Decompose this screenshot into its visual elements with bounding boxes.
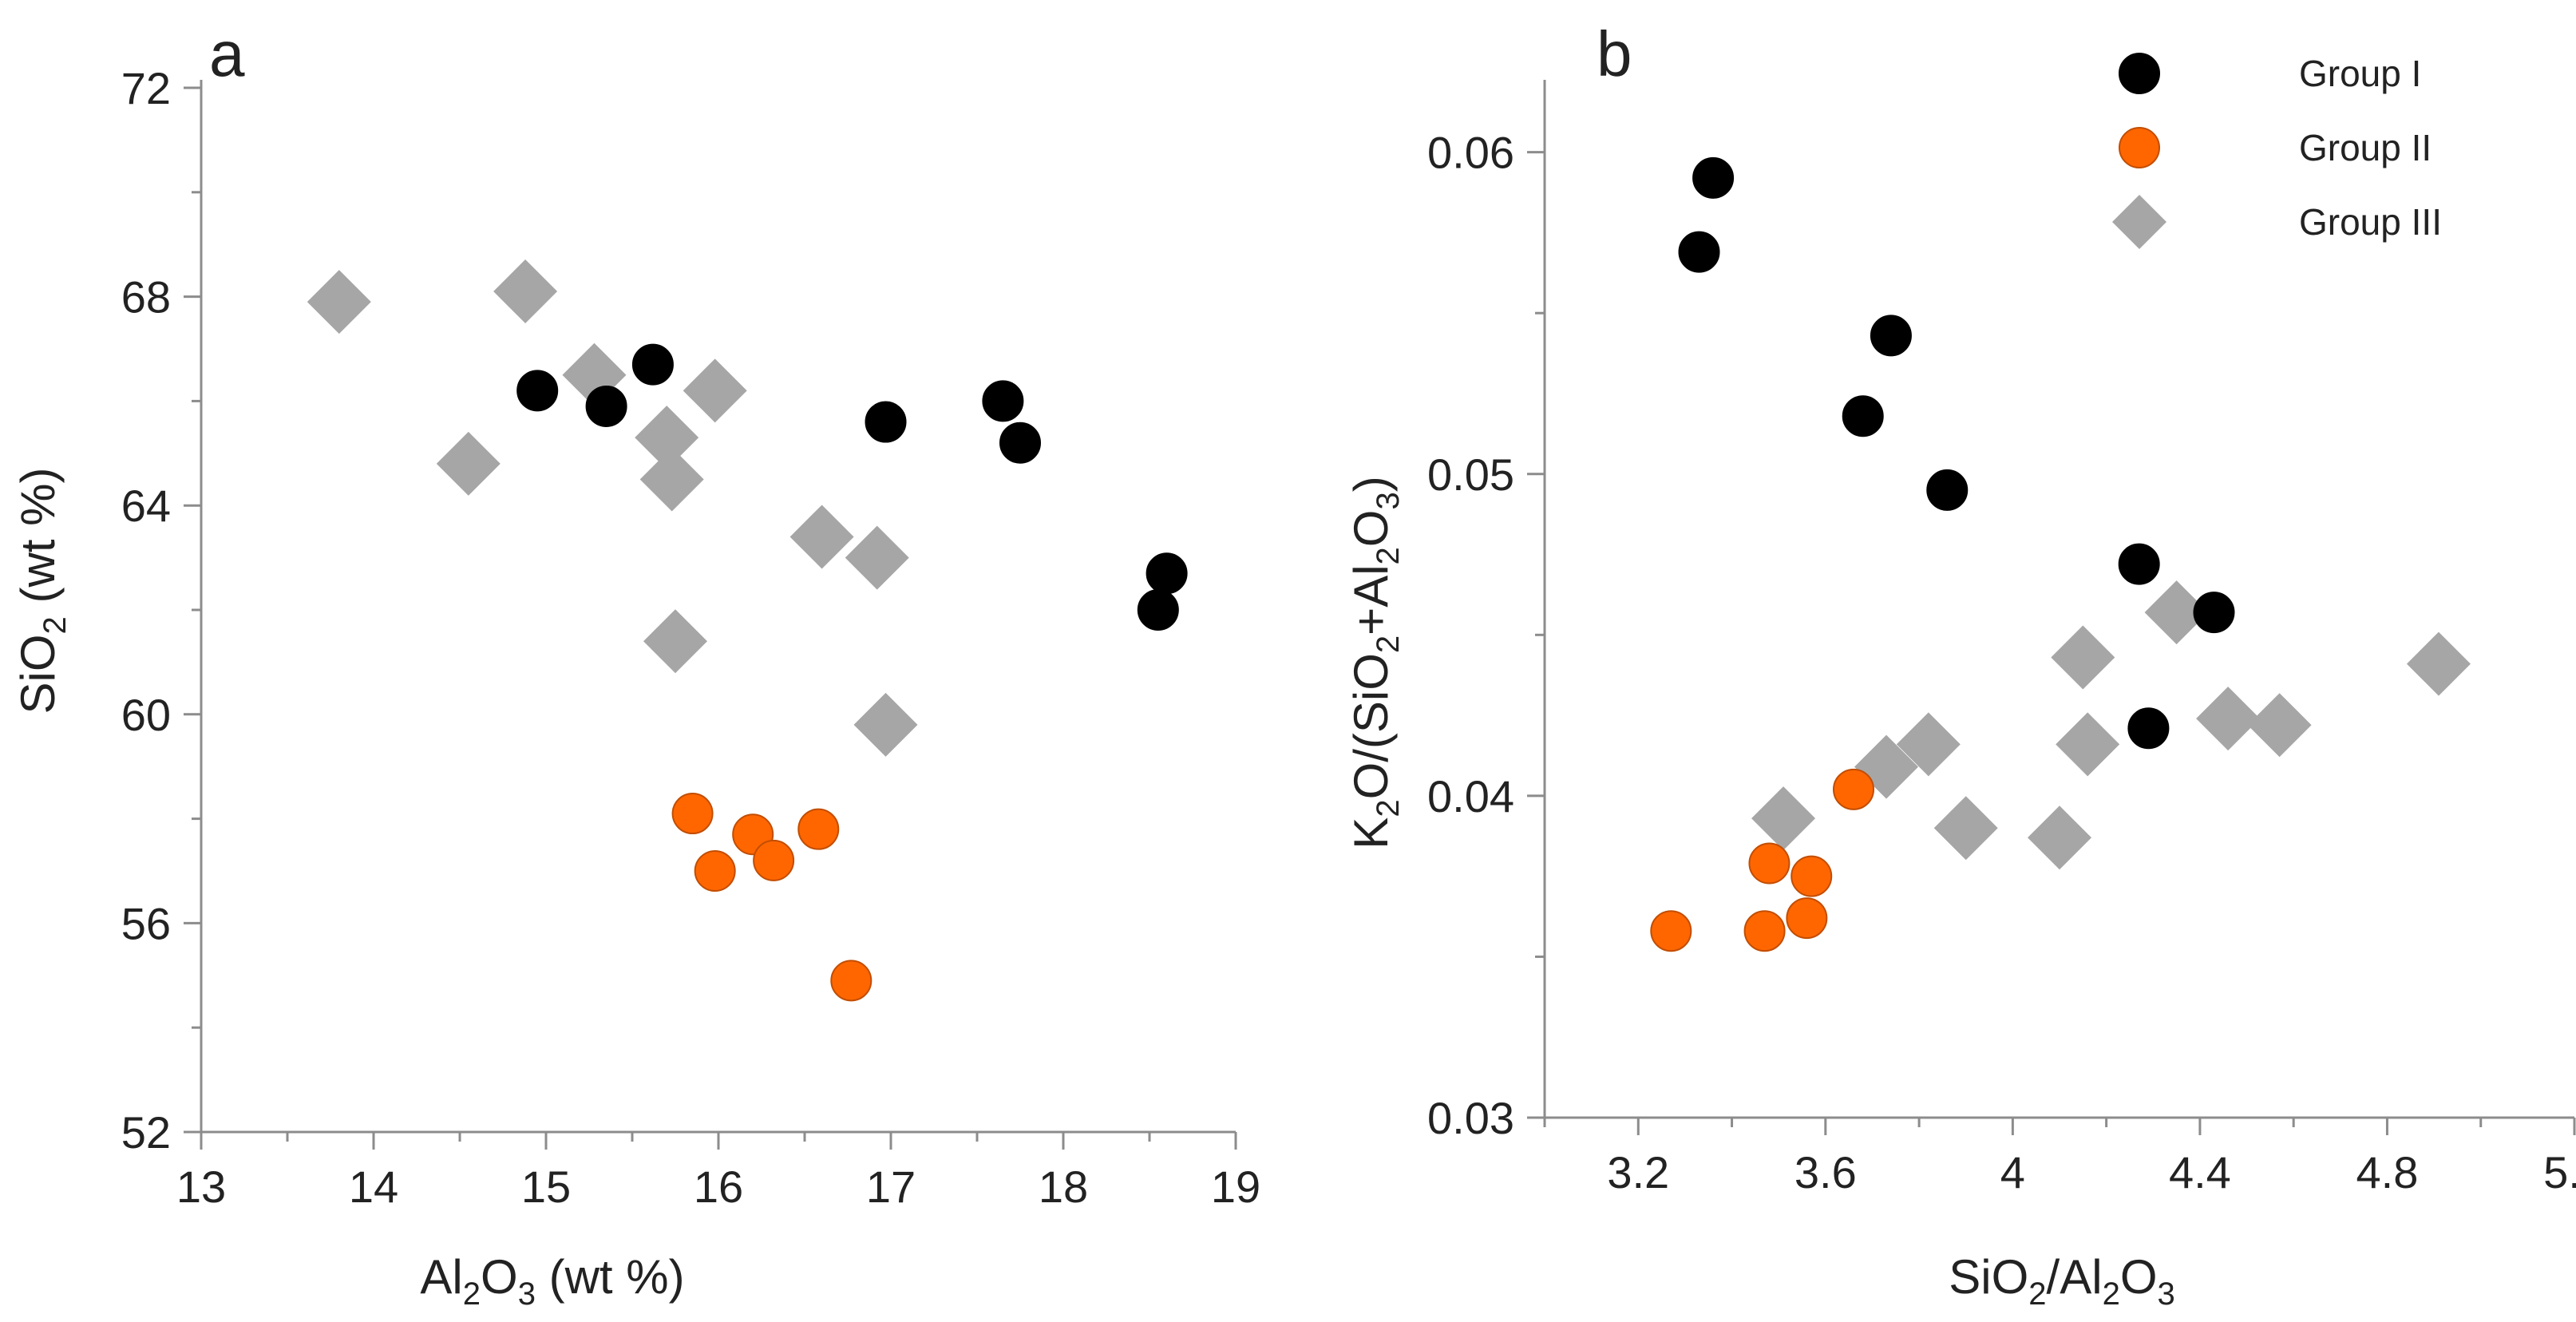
group-iii-point bbox=[436, 431, 501, 496]
group-iii-point bbox=[639, 447, 704, 512]
x-tick-label: 16 bbox=[694, 1162, 743, 1212]
panel-a-y-axis: 52 56 60 64 68 72 bbox=[121, 63, 203, 1158]
group-iii-point bbox=[2051, 625, 2115, 690]
group-iii-point bbox=[635, 406, 699, 470]
group-iii-point bbox=[307, 270, 371, 334]
legend-label-group-ii: Group II bbox=[2299, 127, 2432, 168]
group-iii-point bbox=[1751, 786, 1816, 851]
group-ii-point bbox=[1748, 842, 1791, 885]
group-iii-point bbox=[845, 525, 909, 590]
group-iii-point bbox=[683, 358, 747, 423]
group-ii-point bbox=[1786, 897, 1828, 940]
group-i-point bbox=[516, 370, 559, 412]
y-tick-label: 0.04 bbox=[1427, 771, 1514, 821]
x-tick-label: 4 bbox=[2000, 1147, 2025, 1197]
group-iii-point bbox=[2406, 631, 2471, 696]
x-tick-label: 13 bbox=[176, 1162, 226, 1212]
panel-b: b 0.03 0.04 0.05 0.06 3.2 3.6 4 4.4 4.8 5.2 SiO2… bbox=[1344, 18, 2576, 1312]
group-i-point bbox=[1146, 552, 1188, 595]
x-tick-label: 19 bbox=[1211, 1162, 1260, 1212]
group-i-point bbox=[631, 343, 674, 386]
panel-b-x-label: SiO2/Al2O3 bbox=[1949, 1250, 2174, 1312]
group-ii-point bbox=[1650, 910, 1692, 952]
group-ii-point bbox=[694, 850, 736, 892]
group-i-point bbox=[1926, 469, 1969, 511]
x-tick-label: 5.2 bbox=[2543, 1147, 2576, 1197]
panel-b-y-axis: 0.03 0.04 0.05 0.06 bbox=[1427, 80, 1546, 1143]
legend-marker-group-ii bbox=[2119, 127, 2160, 168]
y-tick-label: 0.06 bbox=[1427, 128, 1514, 178]
y-tick-label: 64 bbox=[121, 481, 171, 531]
group-i-point bbox=[982, 380, 1024, 422]
y-tick-label: 72 bbox=[121, 63, 171, 113]
legend-marker-group-i bbox=[2119, 53, 2160, 94]
y-tick-label: 0.05 bbox=[1427, 449, 1514, 500]
panel-b-letter: b bbox=[1597, 18, 1632, 89]
group-i-point bbox=[2118, 543, 2160, 585]
x-tick-label: 15 bbox=[521, 1162, 571, 1212]
group-iii-point bbox=[2056, 712, 2120, 777]
group-iii-point bbox=[493, 259, 558, 324]
legend-marker-group-iii bbox=[2112, 195, 2166, 249]
legend-label-group-i: Group I bbox=[2299, 53, 2421, 94]
group-ii-point bbox=[1791, 855, 1833, 897]
y-tick-label: 52 bbox=[121, 1107, 171, 1158]
group-iii-point bbox=[2247, 693, 2312, 758]
legend: Group I Group II Group III bbox=[2112, 53, 2442, 249]
group-iii-point bbox=[2028, 805, 2091, 870]
group-iii-point bbox=[2196, 687, 2261, 751]
group-i-point bbox=[1692, 156, 1735, 199]
group-ii-point bbox=[1743, 910, 1786, 952]
panel-a-points bbox=[307, 259, 1188, 1002]
x-tick-label: 17 bbox=[866, 1162, 916, 1212]
panel-b-points bbox=[1650, 156, 2471, 952]
panel-a-y-label: SiO2 (wt %) bbox=[11, 468, 73, 714]
legend-label-group-iii: Group III bbox=[2299, 201, 2442, 243]
x-tick-label: 14 bbox=[349, 1162, 398, 1212]
group-ii-point bbox=[1833, 768, 1874, 810]
group-i-point bbox=[999, 422, 1041, 464]
group-ii-point bbox=[753, 839, 795, 881]
group-iii-point bbox=[643, 609, 707, 674]
group-i-point bbox=[1870, 315, 1912, 357]
group-i-point bbox=[2127, 707, 2170, 750]
group-i-point bbox=[585, 385, 627, 427]
group-i-point bbox=[2193, 592, 2235, 634]
group-iii-point bbox=[789, 505, 854, 569]
panel-b-y-label: K2O/(SiO2+Al2O3) bbox=[1344, 476, 1406, 849]
y-tick-label: 0.03 bbox=[1427, 1093, 1514, 1143]
group-iii-point bbox=[1896, 712, 1961, 777]
x-tick-label: 3.6 bbox=[1794, 1147, 1857, 1197]
panel-b-x-axis: 3.2 3.6 4 4.4 4.8 5.2 bbox=[1543, 1116, 2576, 1197]
group-i-point bbox=[1137, 589, 1179, 631]
group-iii-point bbox=[2144, 580, 2209, 645]
x-tick-label: 3.2 bbox=[1607, 1147, 1669, 1197]
group-i-point bbox=[1678, 231, 1720, 273]
y-tick-label: 56 bbox=[121, 898, 171, 948]
panel-a-x-label: Al2O3 (wt %) bbox=[420, 1250, 684, 1312]
x-tick-label: 18 bbox=[1039, 1162, 1088, 1212]
panel-a-x-axis: 13 14 15 16 17 18 19 bbox=[176, 1130, 1260, 1212]
group-i-point bbox=[865, 401, 907, 443]
y-tick-label: 60 bbox=[121, 690, 171, 740]
group-i-point bbox=[1842, 395, 1884, 437]
group-ii-point bbox=[671, 793, 714, 835]
group-ii-point bbox=[830, 960, 873, 1002]
x-tick-label: 4.4 bbox=[2169, 1147, 2231, 1197]
x-tick-label: 4.8 bbox=[2356, 1147, 2419, 1197]
panel-a-letter: a bbox=[209, 18, 245, 89]
panel-a: a 52 56 60 64 68 72 13 14 15 16 17 18 19 Al2O3 (wt … bbox=[11, 18, 1260, 1312]
y-tick-label: 68 bbox=[121, 272, 171, 323]
group-iii-point bbox=[1933, 796, 1998, 861]
group-iii-point bbox=[853, 692, 918, 757]
group-ii-point bbox=[797, 808, 840, 850]
